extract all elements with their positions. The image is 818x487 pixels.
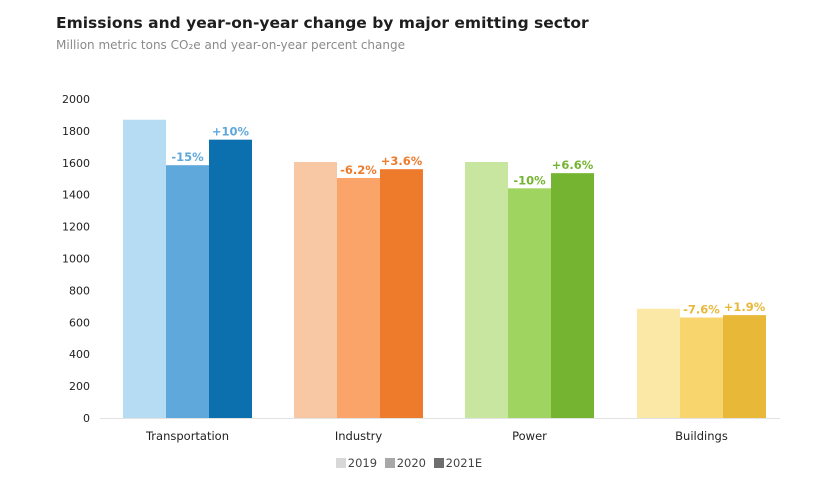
legend-label-2021e: 2021E [445, 456, 483, 470]
bar-transportation-2020 [166, 165, 209, 418]
y-tick-label: 1400 [62, 189, 90, 202]
bar-power-2021e [551, 173, 594, 418]
bar-power-2019 [465, 162, 508, 418]
y-tick-label: 400 [69, 348, 90, 361]
data-label-industry-2020: -6.2% [340, 163, 377, 177]
bar-industry-2019 [294, 162, 337, 418]
data-label-transportation-2020: -15% [171, 150, 204, 164]
bar-industry-2020 [337, 177, 380, 418]
bar-power-2020 [508, 188, 551, 418]
y-tick-label: 1600 [62, 157, 90, 170]
bar-transportation-2021e [209, 139, 252, 419]
y-tick-label: 600 [69, 316, 90, 329]
x-tick-label-industry: Industry [335, 429, 382, 443]
bar-industry-2021e [380, 169, 423, 418]
y-tick-label: 1800 [62, 125, 90, 138]
x-tick-label-transportation: Transportation [145, 429, 229, 443]
y-tick-label: 0 [83, 412, 90, 425]
legend-label-2019: 2019 [347, 456, 378, 470]
bar-buildings-2019 [637, 308, 680, 418]
data-label-transportation-2021e: +10% [212, 125, 250, 139]
bar-buildings-2021e [723, 315, 766, 418]
data-label-industry-2021e: +3.6% [381, 154, 423, 168]
legend-item-2021e: 2021E [433, 456, 483, 470]
y-tick-label: 2000 [62, 93, 90, 106]
data-label-power-2021e: +6.6% [552, 158, 594, 172]
y-tick-label: 200 [69, 380, 90, 393]
y-tick-label: 1000 [62, 253, 90, 266]
x-tick-label-buildings: Buildings [675, 429, 728, 443]
x-tick-label-power: Power [512, 429, 547, 443]
legend: 2019 2020 2021E [0, 456, 818, 471]
legend-swatch-2020 [384, 458, 395, 468]
legend-swatch-2019 [335, 458, 346, 468]
y-tick-label: 1200 [62, 221, 90, 234]
legend-swatch-2021e [433, 458, 444, 468]
bar-buildings-2020 [680, 317, 723, 418]
data-label-buildings-2021e: +1.9% [724, 300, 766, 314]
legend-item-2020: 2020 [384, 456, 426, 470]
legend-label-2020: 2020 [396, 456, 426, 470]
data-label-buildings-2020: -7.6% [683, 303, 720, 317]
legend-item-2019: 2019 [335, 456, 378, 470]
data-label-power-2020: -10% [513, 173, 546, 187]
y-tick-label: 800 [69, 284, 90, 297]
chart-title: Emissions and year-on-year change by maj… [56, 14, 589, 32]
chart-subtitle: Million metric tons CO₂e and year-on-yea… [56, 38, 405, 52]
bar-transportation-2019 [123, 119, 166, 419]
